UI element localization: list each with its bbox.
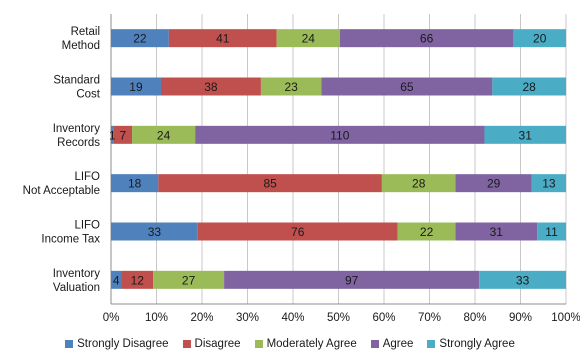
category-label: Inventory Valuation (53, 268, 101, 294)
data-label: 18 (128, 177, 142, 191)
data-label: 13 (542, 177, 556, 191)
legend-item: Disagree (182, 338, 241, 350)
data-label: 12 (131, 273, 145, 287)
data-label: 38 (204, 80, 218, 94)
bar-segment (111, 29, 169, 48)
bar-segment (111, 174, 159, 193)
category-labels: Retail Method Standard Cost Inventory Records… (23, 26, 101, 294)
bar-segment (537, 222, 566, 241)
bar-segment (531, 174, 566, 193)
data-label: 22 (420, 225, 434, 239)
bar-segment (158, 174, 382, 193)
x-tick-label: 80% (463, 312, 486, 324)
data-label: 27 (182, 273, 196, 287)
data-label: 11 (545, 225, 558, 239)
category-label: Standard Cost (53, 75, 100, 101)
bar-segment (276, 29, 340, 48)
legend-label: Agree (382, 338, 414, 350)
x-tick-label: 40% (281, 312, 304, 324)
data-label: 4 (113, 273, 120, 287)
gridlines (110, 14, 567, 305)
legend-swatch (370, 340, 379, 348)
bar-segment (224, 270, 480, 289)
legend-label: Disagree (194, 338, 241, 350)
data-label: 41 (216, 32, 230, 46)
data-label: 1 (109, 128, 116, 142)
bar-segment (381, 174, 456, 193)
data-label: 24 (157, 128, 171, 142)
data-label: 7 (119, 128, 126, 142)
bar-segment (168, 29, 277, 48)
legend-item: Moderately Agree (254, 338, 357, 350)
x-tick-label: 50% (327, 312, 350, 324)
x-tick-label: 60% (372, 312, 395, 324)
x-tick-label: 100% (551, 312, 580, 324)
data-label: 31 (490, 225, 504, 239)
data-label: 33 (516, 273, 530, 287)
data-label: 85 (263, 177, 277, 191)
bar-segment (132, 125, 196, 144)
data-label: 24 (302, 32, 316, 46)
bar-segment (339, 29, 514, 48)
bar-segment (111, 222, 198, 241)
data-label: 97 (345, 273, 359, 287)
data-labels: 22 41 24 66 20 19 38 23 65 28 1 7 24 110 31 18 85 28 29 13 3… (109, 32, 558, 288)
data-label: 31 (519, 128, 533, 142)
bar-segment (397, 222, 456, 241)
bar-segments (111, 29, 566, 289)
data-label: 23 (284, 80, 298, 94)
data-label: 19 (129, 80, 143, 94)
data-label: 110 (330, 128, 349, 142)
category-label: LIFO Not Acceptable (23, 171, 100, 197)
data-label: 28 (522, 80, 536, 94)
data-label: 66 (420, 32, 434, 46)
legend-swatch (254, 340, 263, 348)
category-label: Retail Method (62, 26, 100, 52)
legend-swatch (427, 340, 436, 348)
data-label: 29 (487, 177, 501, 191)
bar-segment (121, 270, 154, 289)
category-label: Inventory Records (53, 123, 101, 149)
legend-label: Strongly Disagree (77, 338, 169, 350)
bar-segment (160, 77, 261, 96)
x-tick-label: 90% (509, 312, 532, 324)
legend-item: Agree (370, 338, 414, 350)
bar-segment (113, 125, 133, 144)
bar-segment (455, 174, 532, 193)
legend-swatch (182, 340, 191, 348)
x-tick-label: 30% (236, 312, 259, 324)
x-tick-label: 0% (103, 312, 120, 324)
bar-segment (260, 77, 322, 96)
bar-segment (111, 125, 114, 144)
bar-segment (197, 222, 398, 241)
bar-segment (195, 125, 485, 144)
bar-segment (321, 77, 493, 96)
legend-item: Strongly Disagree (65, 338, 169, 350)
data-label: 76 (291, 225, 305, 239)
bar-segment (153, 270, 225, 289)
bar-segment (513, 29, 566, 48)
x-axis-ticks: 0% 10% 20% 30% 40% 50% 60% 70% 80% 90% 100% (103, 312, 580, 324)
legend: Strongly Disagree Disagree Moderately Agre… (0, 334, 580, 354)
x-tick-label: 20% (190, 312, 213, 324)
legend-label: Moderately Agree (266, 338, 357, 350)
bar-segment (484, 125, 566, 144)
bar-segment (492, 77, 566, 96)
data-label: 33 (148, 225, 162, 239)
x-tick-label: 70% (418, 312, 441, 324)
data-label: 22 (133, 32, 147, 46)
x-tick-label: 10% (145, 312, 168, 324)
data-label: 20 (533, 32, 547, 46)
data-label: 28 (412, 177, 426, 191)
bar-segment (111, 270, 122, 289)
legend-item: Strongly Agree (427, 338, 515, 350)
bar-segment (479, 270, 566, 289)
data-label: 65 (400, 80, 414, 94)
category-label: LIFO Income Tax (41, 220, 100, 246)
bar-segment (111, 77, 161, 96)
bar-segment (455, 222, 538, 241)
legend-swatch (65, 340, 74, 348)
legend-label: Strongly Agree (439, 338, 515, 350)
